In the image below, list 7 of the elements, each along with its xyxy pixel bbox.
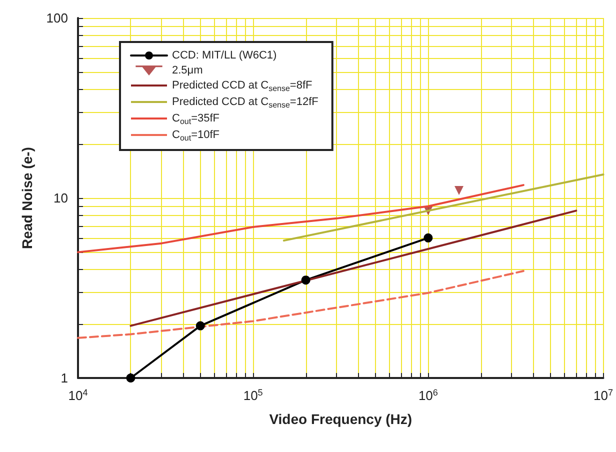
x-axis-title: Video Frequency (Hz) xyxy=(269,411,412,427)
y-tick-label: 10 xyxy=(54,190,68,206)
legend-label: CCD: MIT/LL (W6C1) xyxy=(172,50,277,62)
y-tick-label: 1 xyxy=(60,370,68,386)
y-axis-title: Read Noise (e-) xyxy=(19,147,35,249)
legend-label: 2.5μm xyxy=(172,64,203,76)
y-tick-label: 100 xyxy=(46,10,68,26)
